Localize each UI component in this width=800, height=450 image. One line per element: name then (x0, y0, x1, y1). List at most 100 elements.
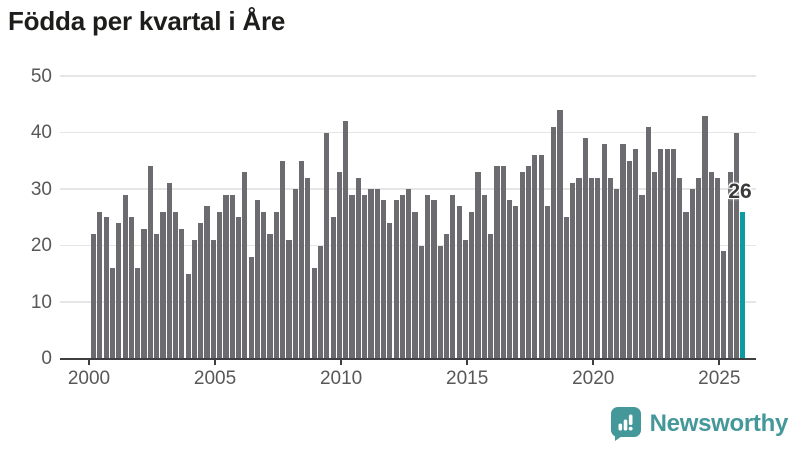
bar (595, 177, 601, 359)
chart-title: Födda per kvartal i Åre (8, 6, 286, 36)
y-axis-label: 50 (30, 65, 52, 87)
bar (368, 189, 374, 359)
bar (267, 234, 273, 359)
bar (532, 155, 538, 359)
bar (261, 211, 267, 359)
bar (620, 143, 626, 359)
bar (393, 200, 399, 359)
bar (551, 126, 557, 359)
bar (481, 194, 487, 359)
bar (450, 194, 456, 359)
bar (689, 189, 695, 359)
bar (374, 189, 380, 359)
bar (519, 172, 525, 359)
bar (714, 177, 721, 359)
bar (311, 268, 317, 359)
bar (469, 211, 475, 359)
gridline (60, 131, 756, 134)
newsworthy-logo: Newsworthy (610, 406, 788, 442)
bar (399, 194, 406, 359)
bar (570, 183, 576, 359)
bar (286, 239, 292, 359)
bar (494, 166, 500, 359)
bar (506, 200, 513, 359)
bar (343, 121, 349, 359)
x-axis-tick (214, 359, 217, 365)
bar (544, 205, 550, 359)
bar (488, 234, 494, 359)
bar (443, 234, 450, 359)
bar (406, 189, 412, 359)
bar (418, 245, 424, 359)
bar (380, 200, 387, 359)
x-axis-label: 2005 (193, 367, 237, 389)
bar (248, 256, 254, 359)
x-axis-label: 2020 (572, 367, 615, 389)
bar (154, 234, 160, 359)
bar (349, 194, 355, 359)
bar (97, 211, 103, 359)
bar (166, 183, 172, 359)
bar (645, 126, 651, 359)
bar (330, 217, 336, 359)
bar (235, 217, 242, 359)
bar (462, 239, 469, 359)
bar (702, 115, 708, 359)
x-axis-label: 2000 (67, 367, 111, 389)
bar (254, 200, 261, 359)
x-axis-tick (592, 359, 595, 365)
bar (210, 239, 216, 359)
bar (475, 172, 481, 359)
bar (317, 245, 324, 359)
x-axis-line (60, 357, 756, 360)
bar (696, 177, 702, 359)
bar (324, 132, 330, 359)
y-axis-label: 0 (41, 348, 52, 369)
y-axis-label: 30 (30, 178, 52, 200)
bar (191, 239, 198, 359)
bar (198, 222, 204, 359)
bar (103, 217, 109, 359)
x-axis-label: 2025 (698, 367, 741, 389)
bar (160, 211, 166, 359)
bar (639, 194, 645, 359)
x-axis-label: 2015 (446, 367, 489, 389)
bar (727, 172, 733, 359)
highlighted-bar (740, 211, 746, 359)
bar (538, 155, 544, 359)
bar (588, 177, 595, 359)
newsworthy-bar-chart-bubble-icon (610, 406, 642, 442)
x-axis-tick (340, 359, 343, 365)
bar (362, 194, 368, 359)
bar (204, 205, 210, 359)
bar (242, 172, 248, 359)
y-axis-label: 10 (30, 291, 52, 313)
newsworthy-logo-text: Newsworthy (649, 410, 789, 437)
bar (607, 177, 614, 359)
bar (614, 189, 620, 359)
bar (576, 177, 582, 359)
bar (179, 228, 185, 359)
bar (122, 194, 128, 359)
bar (229, 194, 235, 359)
x-axis-tick (718, 359, 721, 365)
bar (109, 268, 116, 359)
bar (223, 194, 229, 359)
gridline (60, 75, 756, 77)
bar (664, 149, 670, 359)
bar (525, 166, 532, 359)
bar (298, 160, 305, 359)
bar (147, 166, 153, 359)
x-axis-tick (88, 359, 90, 365)
bar (557, 109, 563, 359)
bar (670, 149, 677, 359)
bar (633, 149, 639, 359)
bar (412, 211, 418, 359)
bar-value-label: 26 (728, 180, 752, 203)
bar (135, 268, 141, 359)
bar (437, 245, 443, 359)
bar (91, 234, 97, 359)
y-axis-label: 40 (30, 122, 52, 143)
